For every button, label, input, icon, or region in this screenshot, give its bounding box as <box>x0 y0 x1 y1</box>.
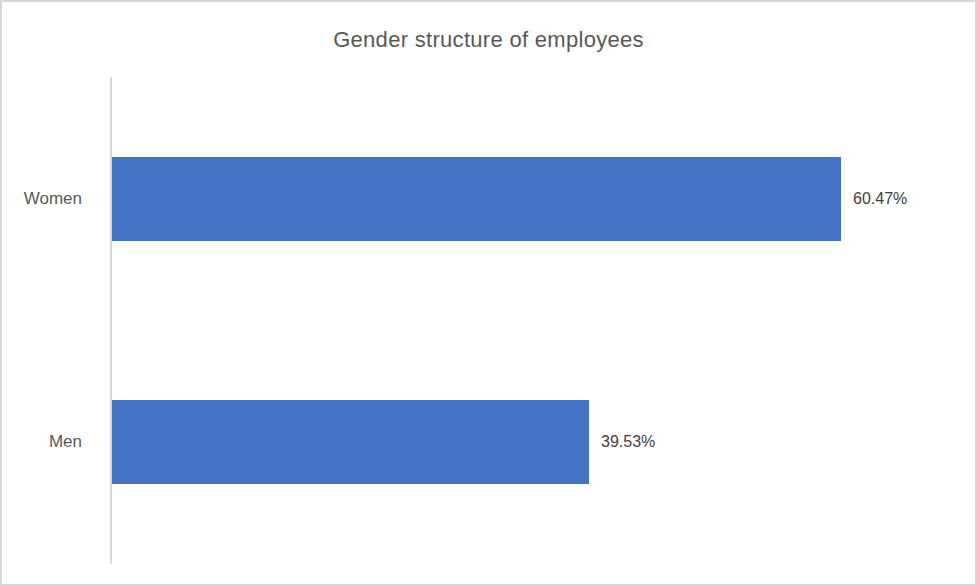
bar-row: Women60.47% <box>112 157 954 241</box>
data-label: 60.47% <box>853 157 907 241</box>
bar-men <box>112 400 589 484</box>
chart-title: Gender structure of employees <box>2 27 975 53</box>
bar-chart: Gender structure of employees Women60.47… <box>0 0 977 586</box>
plot-area: Women60.47% Men39.53% <box>110 77 954 564</box>
y-axis-line <box>110 77 112 564</box>
category-label: Men <box>12 400 82 484</box>
data-label: 39.53% <box>601 400 655 484</box>
category-label: Women <box>12 157 82 241</box>
bar-women <box>112 157 841 241</box>
bar-row: Men39.53% <box>112 400 954 484</box>
